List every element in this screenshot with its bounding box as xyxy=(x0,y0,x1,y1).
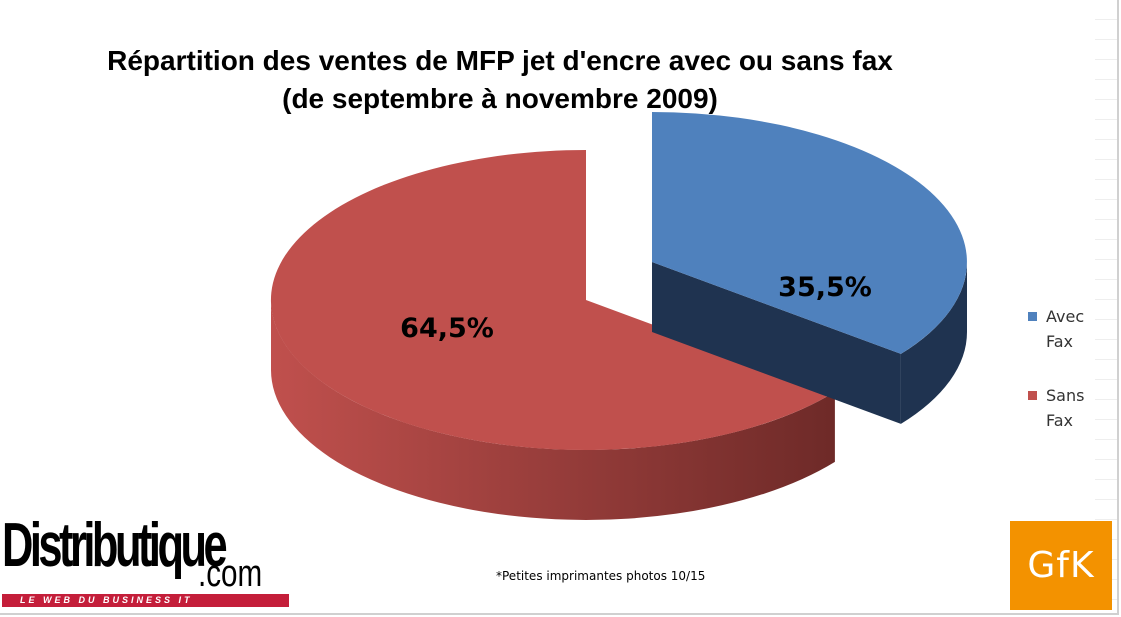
slice-sans-fax-side xyxy=(271,300,835,520)
chart-title-line2: (de septembre à novembre 2009) xyxy=(282,83,718,114)
distributique-logo-main: Distributique xyxy=(2,511,228,580)
chart-title: Répartition des ventes de MFP jet d'encr… xyxy=(0,42,1000,118)
legend-label-sans-line1: Sans xyxy=(1046,386,1085,405)
distributique-logo: Distributique .com LE WEB DU BUSINESS IT xyxy=(2,510,292,610)
legend-swatch-sans-fax xyxy=(1028,391,1037,400)
slice-sans-fax xyxy=(270,150,835,450)
legend-label-sans-line2: Fax xyxy=(1046,411,1074,430)
legend-swatch-avec-fax xyxy=(1028,312,1037,321)
data-label-sans-fax: 64,5% xyxy=(400,313,494,344)
slice-avec-fax xyxy=(652,112,967,354)
legend-label-avec-line2: Fax xyxy=(1046,332,1074,351)
gfk-logo: GfK xyxy=(1010,521,1112,610)
data-label-avec-fax: 35,5% xyxy=(778,272,872,303)
footnote: *Petites imprimantes photos 10/15 xyxy=(496,569,706,583)
chart-legend: Avec Fax Sans Fax xyxy=(1028,304,1116,462)
slice-avec-fax-cut-face xyxy=(652,262,901,424)
legend-item-avec-fax: Avec Fax xyxy=(1028,304,1116,354)
slice-avec-fax-side xyxy=(900,262,967,424)
gfk-logo-text: GfK xyxy=(1027,545,1095,586)
legend-item-sans-fax: Sans Fax xyxy=(1028,383,1116,433)
chart-title-line1: Répartition des ventes de MFP jet d'encr… xyxy=(107,45,893,76)
legend-label-avec-line1: Avec xyxy=(1046,307,1085,326)
distributique-logo-tagline: LE WEB DU BUSINESS IT xyxy=(2,594,289,607)
distributique-logo-com: .com xyxy=(198,553,263,595)
